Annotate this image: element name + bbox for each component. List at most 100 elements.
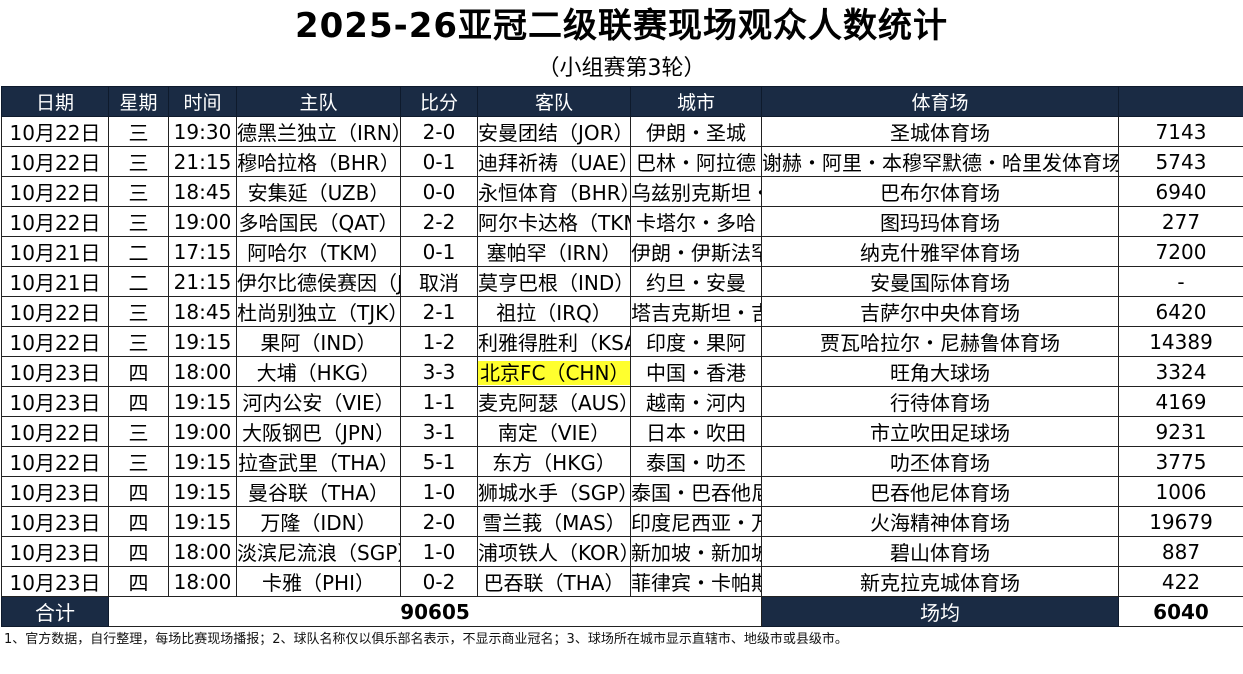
- cell-home: 曼谷联（THA）: [236, 476, 401, 507]
- table-row: 10月22日 三 18:45 杜尚别独立（TJK） 2-1 祖拉（IRQ） 塔吉…: [1, 296, 1243, 327]
- cell-time: 19:30: [168, 116, 237, 147]
- cell-city: 塔吉克斯坦・吉萨尔: [630, 296, 762, 327]
- table-row: 10月23日 四 19:15 曼谷联（THA） 1-0 狮城水手（SGP） 泰国…: [1, 476, 1243, 507]
- cell-score: 0-0: [400, 176, 478, 207]
- cell-time: 19:00: [168, 206, 237, 237]
- cell-away: 迪拜祈祷（UAE）: [477, 146, 631, 177]
- cell-score: 0-1: [400, 146, 478, 177]
- cell-away: 阿尔卡达格（TKM）: [477, 206, 631, 237]
- attendance-table: 日期 星期 时间 主队 比分 客队 城市 体育场 10月22日 三 19:30 …: [1, 86, 1243, 627]
- cell-home: 河内公安（VIE）: [236, 386, 401, 417]
- table-row: 10月22日 三 19:00 大阪钢巴（JPN） 3-1 南定（VIE） 日本・…: [1, 416, 1243, 447]
- cell-attendance: 3324: [1118, 356, 1243, 387]
- cell-away: 祖拉（IRQ）: [477, 296, 631, 327]
- cell-weekday: 三: [108, 296, 169, 327]
- cell-away: 南定（VIE）: [477, 416, 631, 447]
- cell-date: 10月23日: [1, 356, 109, 387]
- cell-date: 10月22日: [1, 326, 109, 357]
- header-venue: 体育场: [761, 86, 1119, 117]
- cell-home: 大埔（HKG）: [236, 356, 401, 387]
- cell-city: 印度・果阿: [630, 326, 762, 357]
- cell-score: 2-1: [400, 296, 478, 327]
- average-label: 场均: [761, 596, 1119, 627]
- cell-time: 19:15: [168, 446, 237, 477]
- total-row: 合计 90605 场均 6040: [1, 596, 1243, 627]
- table-row: 10月21日 二 17:15 阿哈尔（TKM） 0-1 塞帕罕（IRN） 伊朗・…: [1, 236, 1243, 267]
- cell-attendance: 5743: [1118, 146, 1243, 177]
- cell-date: 10月23日: [1, 536, 109, 567]
- cell-venue: 火海精神体育场: [761, 506, 1119, 537]
- cell-city: 印度尼西亚・万隆: [630, 506, 762, 537]
- table-header-row: 日期 星期 时间 主队 比分 客队 城市 体育场: [1, 86, 1243, 117]
- cell-time: 17:15: [168, 236, 237, 267]
- table-row: 10月23日 四 18:00 卡雅（PHI） 0-2 巴吞联（THA） 菲律宾・…: [1, 566, 1243, 597]
- cell-score: 5-1: [400, 446, 478, 477]
- cell-home: 阿哈尔（TKM）: [236, 236, 401, 267]
- cell-weekday: 二: [108, 236, 169, 267]
- cell-weekday: 三: [108, 416, 169, 447]
- total-label: 合计: [1, 596, 109, 627]
- cell-date: 10月22日: [1, 146, 109, 177]
- cell-date: 10月22日: [1, 296, 109, 327]
- cell-city: 泰国・叻丕: [630, 446, 762, 477]
- average-value: 6040: [1118, 596, 1243, 627]
- cell-venue: 新克拉克城体育场: [761, 566, 1119, 597]
- cell-date: 10月21日: [1, 266, 109, 297]
- cell-score: 0-2: [400, 566, 478, 597]
- header-score: 比分: [400, 86, 478, 117]
- cell-weekday: 四: [108, 386, 169, 417]
- cell-attendance: 277: [1118, 206, 1243, 237]
- cell-date: 10月23日: [1, 476, 109, 507]
- cell-time: 18:45: [168, 296, 237, 327]
- cell-date: 10月23日: [1, 566, 109, 597]
- cell-weekday: 三: [108, 176, 169, 207]
- footnote: 1、官方数据，自行整理，每场比赛现场播报；2、球队名称仅以俱乐部名表示，不显示商…: [4, 632, 848, 647]
- cell-score: 2-2: [400, 206, 478, 237]
- cell-attendance: 14389: [1118, 326, 1243, 357]
- cell-attendance: 7200: [1118, 236, 1243, 267]
- cell-away: 永恒体育（BHR）: [477, 176, 631, 207]
- cell-away: 浦项铁人（KOR）: [477, 536, 631, 567]
- cell-time: 19:15: [168, 506, 237, 537]
- cell-city: 中国・香港: [630, 356, 762, 387]
- cell-attendance: 6940: [1118, 176, 1243, 207]
- cell-city: 泰国・巴吞他尼: [630, 476, 762, 507]
- cell-venue: 碧山体育场: [761, 536, 1119, 567]
- cell-home: 果阿（IND）: [236, 326, 401, 357]
- cell-venue: 巴吞他尼体育场: [761, 476, 1119, 507]
- cell-score: 1-2: [400, 326, 478, 357]
- cell-venue: 贾瓦哈拉尔・尼赫鲁体育场: [761, 326, 1119, 357]
- cell-away: 狮城水手（SGP）: [477, 476, 631, 507]
- cell-attendance: 4169: [1118, 386, 1243, 417]
- page-subtitle: （小组赛第3轮）: [537, 56, 706, 81]
- cell-score: 2-0: [400, 116, 478, 147]
- highlighted-team: 北京FC（CHN）: [478, 361, 630, 385]
- header-attendance: [1118, 86, 1243, 117]
- cell-weekday: 三: [108, 326, 169, 357]
- table-row: 10月23日 四 18:00 大埔（HKG） 3-3 北京FC（CHN） 中国・…: [1, 356, 1243, 387]
- cell-venue: 图玛玛体育场: [761, 206, 1119, 237]
- cell-city: 巴林・阿拉德: [630, 146, 762, 177]
- cell-away: 安曼团结（JOR）: [477, 116, 631, 147]
- cell-city: 乌兹别克斯坦・安集延: [630, 176, 762, 207]
- cell-home: 杜尚别独立（TJK）: [236, 296, 401, 327]
- cell-venue: 叻丕体育场: [761, 446, 1119, 477]
- table-row: 10月22日 三 19:15 果阿（IND） 1-2 利雅得胜利（KSA） 印度…: [1, 326, 1243, 357]
- cell-score: 取消: [400, 266, 478, 297]
- table-row: 10月22日 三 19:00 多哈国民（QAT） 2-2 阿尔卡达格（TKM） …: [1, 206, 1243, 237]
- cell-home: 穆哈拉格（BHR）: [236, 146, 401, 177]
- cell-weekday: 四: [108, 476, 169, 507]
- header-date: 日期: [1, 86, 109, 117]
- cell-attendance: 6420: [1118, 296, 1243, 327]
- cell-venue: 安曼国际体育场: [761, 266, 1119, 297]
- cell-city: 菲律宾・卡帕斯: [630, 566, 762, 597]
- cell-venue: 谢赫・阿里・本穆罕默德・哈里发体育场: [761, 146, 1119, 177]
- total-value: 90605: [108, 596, 762, 627]
- cell-weekday: 二: [108, 266, 169, 297]
- cell-weekday: 四: [108, 506, 169, 537]
- cell-home: 德黑兰独立（IRN）: [236, 116, 401, 147]
- cell-home: 卡雅（PHI）: [236, 566, 401, 597]
- cell-away: 东方（HKG）: [477, 446, 631, 477]
- cell-date: 10月22日: [1, 206, 109, 237]
- cell-score: 1-0: [400, 476, 478, 507]
